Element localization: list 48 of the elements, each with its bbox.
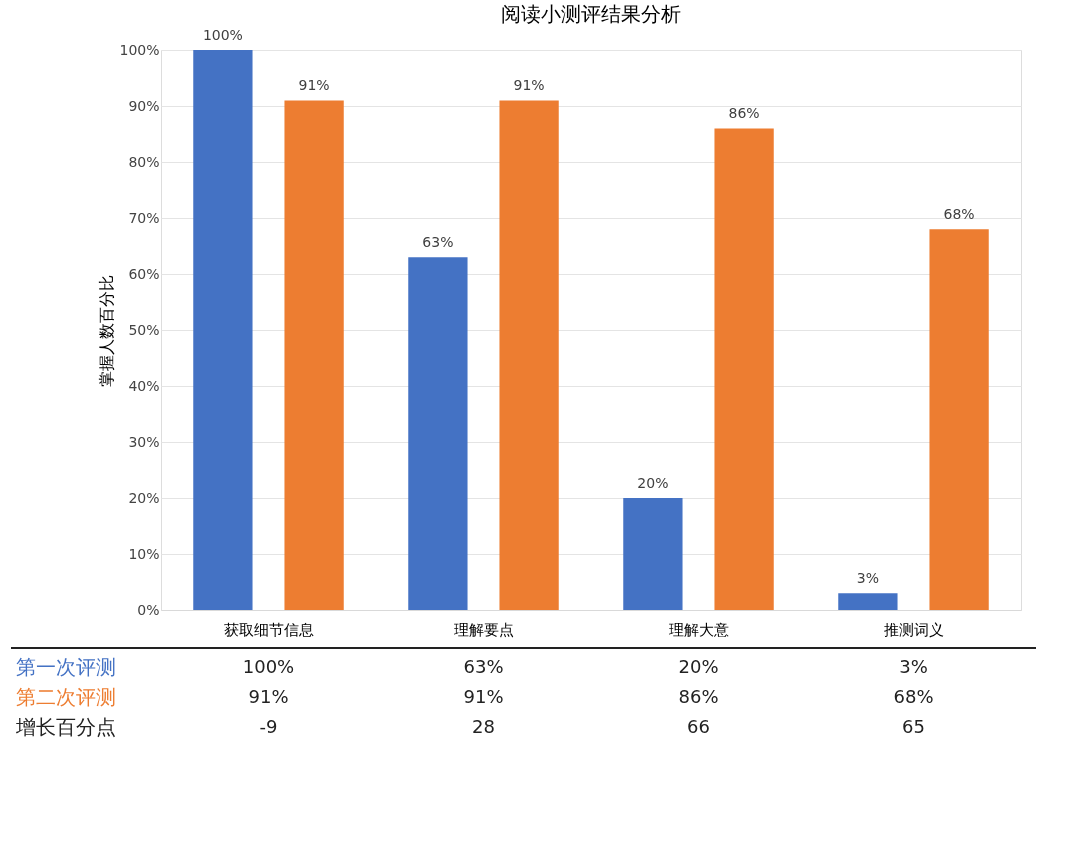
y-tick-label: 80% [128, 153, 160, 170]
y-tick-label: 90% [128, 97, 160, 114]
x-tick-label: 推测词义 [883, 620, 944, 639]
data-label: 100% [242, 656, 295, 677]
text: 63% [422, 234, 454, 251]
text: 86% [728, 105, 760, 122]
y-tick-label: 10% [128, 545, 160, 562]
chart-title: 阅读小测评结果分析 [501, 2, 681, 26]
text: 65 [902, 716, 925, 737]
bar [284, 100, 344, 610]
text: 66 [687, 716, 710, 737]
bar [714, 128, 774, 610]
y-tick-label: 60% [128, 265, 160, 282]
data-label: 86% [678, 686, 719, 707]
text: 91% [513, 77, 545, 94]
text: 68% [943, 206, 975, 223]
text: 91% [298, 77, 330, 94]
y-tick-label: 100% [119, 41, 160, 58]
text: -9 [259, 716, 278, 737]
data-label: 91% [463, 686, 504, 707]
x-tick-label: 理解大意 [668, 620, 729, 639]
bar [499, 100, 559, 610]
data-label: 91% [248, 686, 289, 707]
text: 20% [637, 475, 669, 491]
x-tick-label: 获取细节信息 [223, 620, 314, 639]
text: 100% [202, 27, 243, 43]
y-tick-label: 40% [128, 377, 160, 394]
bar [193, 50, 253, 610]
bar [623, 498, 683, 610]
text: 第一次评测 [16, 655, 116, 679]
text: 第二次评测 [16, 685, 116, 709]
bar [408, 257, 468, 610]
y-axis-title: 掌握人数百分比 [97, 274, 117, 387]
bar [838, 593, 898, 610]
y-tick-label: 70% [128, 209, 160, 226]
y-tick-label: 50% [128, 321, 160, 338]
data-label: 3% [899, 656, 928, 677]
data-label: 68% [893, 686, 934, 707]
y-tick-label: 20% [128, 489, 160, 506]
text: 3% [856, 570, 879, 587]
data-label: 63% [463, 656, 504, 677]
y-tick-label: 30% [128, 433, 160, 450]
bar [929, 229, 989, 610]
text: 增长百分点 [15, 715, 116, 739]
y-tick-label: 0% [137, 601, 160, 618]
text: 28 [472, 716, 495, 737]
data-label: 20% [678, 656, 719, 677]
x-tick-label: 理解要点 [453, 620, 514, 639]
